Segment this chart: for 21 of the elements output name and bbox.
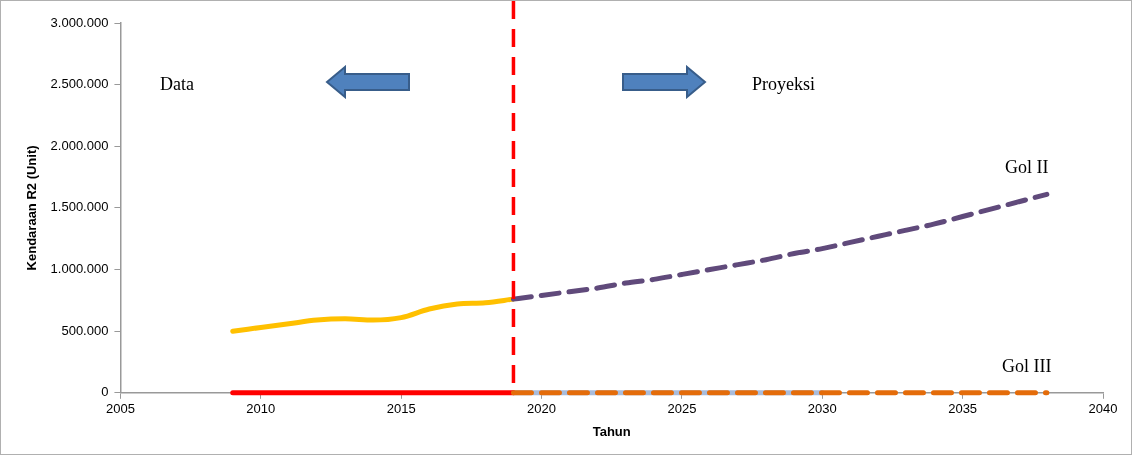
y-tick-label: 0 <box>101 384 109 400</box>
y-axis-title: Kendaraan R2 (Unit) <box>24 145 40 271</box>
series-label: Gol II <box>1005 157 1049 178</box>
x-tick-label: 2015 <box>386 401 416 417</box>
x-tick-label: 2020 <box>527 401 556 417</box>
series-label: Gol III <box>1002 355 1052 376</box>
x-tick-label: 2040 <box>1088 401 1118 417</box>
x-tick-label: 2035 <box>948 401 978 417</box>
x-tick-label: 2025 <box>667 401 697 417</box>
y-tick-label: 1.500.000 <box>50 199 109 215</box>
annotation: Proyeksi <box>751 73 815 95</box>
y-tick-label: 3.000.000 <box>50 14 109 30</box>
x-tick-label: 2030 <box>807 401 837 417</box>
y-tick-label: 2.000.000 <box>50 137 109 153</box>
x-tick-label: 2005 <box>105 401 135 417</box>
annotation: Data <box>159 73 194 95</box>
y-tick-label: 2.500.000 <box>50 76 109 92</box>
y-tick-label: 1.000.000 <box>50 261 109 277</box>
x-axis-title: Tahun <box>592 423 631 439</box>
y-tick-label: 500.000 <box>61 322 109 338</box>
x-tick-label: 2010 <box>246 401 276 417</box>
